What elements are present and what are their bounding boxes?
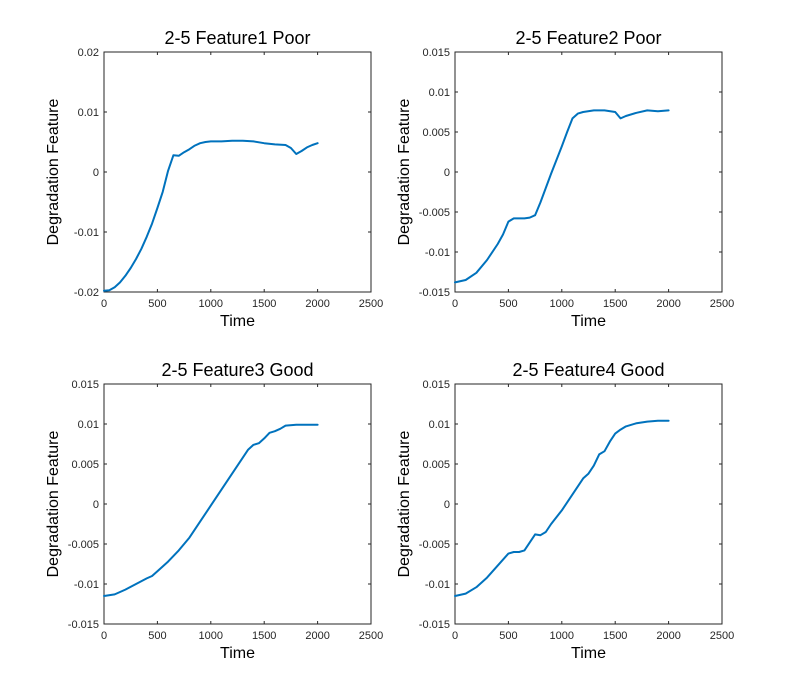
x-tick-label: 2500 (710, 298, 734, 310)
plot-area (103, 51, 372, 293)
y-tick-label: 0.005 (422, 127, 450, 139)
y-tick-label: 0.005 (71, 459, 99, 471)
y-tick-label: 0.015 (422, 47, 450, 59)
y-tick-label: 0.01 (78, 107, 99, 119)
y-tick-label: 0.01 (78, 419, 99, 431)
y-tick-label: 0.01 (429, 87, 450, 99)
subplot-1: 0 500 1000 1500 2000 2500 -0.02 -0.01 0 0.01 0.02 2… (45, 28, 383, 330)
chart-title: 2-5 Feature1 Poor (164, 28, 310, 48)
y-tick-label: -0.01 (425, 247, 450, 259)
y-tick-label: -0.005 (419, 207, 450, 219)
y-tick-label: -0.01 (74, 227, 99, 239)
y-tick-label: -0.01 (425, 579, 450, 591)
subplot-3: 0 500 1000 1500 2000 2500 -0.015 -0.01 -0.005 0 0.… (45, 360, 383, 662)
x-tick-label: 500 (148, 298, 166, 310)
x-tick-label: 1000 (550, 298, 574, 310)
plot-area (454, 383, 723, 625)
y-tick-label: -0.005 (419, 539, 450, 551)
x-tick-label: 2500 (359, 630, 383, 642)
y-axis-label: Degradation Feature (45, 431, 62, 578)
y-tick-label: -0.015 (68, 619, 99, 631)
chart-title: 2-5 Feature4 Good (512, 360, 664, 380)
y-tick-label: 0 (444, 499, 450, 511)
x-tick-label: 1000 (199, 630, 223, 642)
y-axis-label: Degradation Feature (396, 431, 413, 578)
x-tick-label: 2500 (710, 630, 734, 642)
x-axis-label: Time (571, 645, 606, 662)
x-tick-label: 1500 (252, 298, 276, 310)
chart-title: 2-5 Feature3 Good (161, 360, 313, 380)
x-tick-label: 2000 (656, 630, 680, 642)
series-line-1 (103, 423, 319, 597)
plot-area (103, 383, 372, 625)
y-tick-label: 0.02 (78, 47, 99, 59)
series-line-1 (454, 419, 670, 597)
y-tick-label: 0 (93, 167, 99, 179)
series-line-1 (103, 139, 319, 292)
y-tick-label: -0.015 (419, 287, 450, 299)
x-tick-label: 1000 (199, 298, 223, 310)
x-axis-label: Time (571, 313, 606, 330)
x-tick-label: 0 (101, 298, 107, 310)
y-axis-label: Degradation Feature (45, 99, 62, 246)
x-tick-label: 0 (452, 630, 458, 642)
subplot-2: 0 500 1000 1500 2000 2500 -0.015 -0.01 -0.005 0 0.… (396, 28, 734, 330)
chart-title: 2-5 Feature2 Poor (515, 28, 661, 48)
y-tick-label: 0.01 (429, 419, 450, 431)
x-tick-label: 1500 (603, 630, 627, 642)
y-tick-label: 0.015 (422, 379, 450, 391)
x-tick-label: 2000 (305, 630, 329, 642)
x-tick-label: 0 (452, 298, 458, 310)
x-tick-label: 0 (101, 630, 107, 642)
y-tick-label: 0.005 (422, 459, 450, 471)
x-tick-label: 500 (499, 298, 517, 310)
x-tick-label: 500 (148, 630, 166, 642)
y-tick-label: -0.005 (68, 539, 99, 551)
y-axis-label: Degradation Feature (396, 99, 413, 246)
y-tick-label: 0.015 (71, 379, 99, 391)
y-tick-label: 0 (93, 499, 99, 511)
x-tick-label: 1500 (252, 630, 276, 642)
x-axis-label: Time (220, 645, 255, 662)
y-tick-label: -0.02 (74, 287, 99, 299)
x-tick-label: 2000 (305, 298, 329, 310)
y-tick-label: 0 (444, 167, 450, 179)
y-tick-label: -0.01 (74, 579, 99, 591)
x-axis-label: Time (220, 313, 255, 330)
x-tick-label: 1000 (550, 630, 574, 642)
x-tick-label: 2000 (656, 298, 680, 310)
plot-area (454, 51, 723, 293)
y-tick-label: -0.015 (419, 619, 450, 631)
x-tick-label: 1500 (603, 298, 627, 310)
series-line-1 (454, 109, 670, 284)
subplot-4: 0 500 1000 1500 2000 2500 -0.015 -0.01 -0.005 0 0.… (396, 360, 734, 662)
x-tick-label: 2500 (359, 298, 383, 310)
x-tick-label: 500 (499, 630, 517, 642)
